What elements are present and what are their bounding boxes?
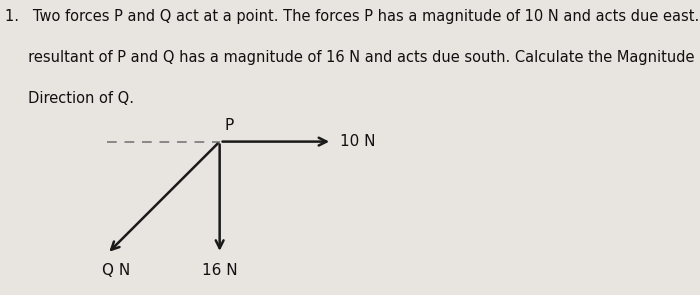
Text: Q N: Q N bbox=[102, 263, 130, 278]
Text: 1.   Two forces P and Q act at a point. The forces P has a magnitude of 10 N and: 1. Two forces P and Q act at a point. Th… bbox=[5, 9, 700, 24]
Text: resultant of P and Q has a magnitude of 16 N and acts due south. Calculate the M: resultant of P and Q has a magnitude of … bbox=[5, 50, 700, 65]
Text: Direction of Q.: Direction of Q. bbox=[5, 91, 134, 106]
Text: P: P bbox=[225, 118, 234, 133]
Text: 16 N: 16 N bbox=[202, 263, 237, 278]
Text: 10 N: 10 N bbox=[340, 134, 375, 149]
